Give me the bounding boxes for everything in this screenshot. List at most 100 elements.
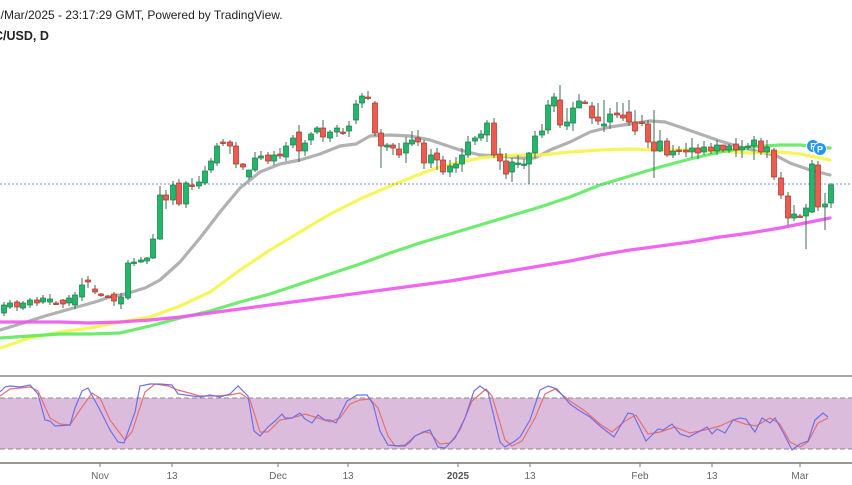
- candle: [564, 108, 570, 130]
- svg-text:P: P: [817, 145, 823, 155]
- ma200-line: [0, 216, 832, 325]
- candle: [415, 130, 421, 146]
- axis-tick-label: 13: [706, 471, 718, 482]
- axis-tick-label: 2025: [447, 471, 470, 482]
- candle: [440, 156, 446, 175]
- candle: [771, 148, 777, 180]
- axis-tick-label: Mar: [791, 471, 809, 482]
- candle: [327, 130, 333, 142]
- candle: [595, 103, 601, 125]
- candle: [40, 295, 46, 304]
- axis-tick-label: 13: [524, 471, 536, 482]
- candle: [314, 126, 320, 134]
- candle: [639, 115, 645, 126]
- candle: [670, 145, 676, 158]
- candle: [695, 144, 701, 159]
- candle: [491, 118, 497, 158]
- candle: [545, 100, 551, 134]
- candle: [7, 300, 13, 309]
- candle: [551, 93, 557, 112]
- candle: [607, 108, 613, 129]
- candle: [434, 148, 440, 170]
- candle: [689, 138, 695, 158]
- candle: [277, 148, 283, 159]
- stochastic-k-line: [0, 383, 829, 451]
- candle: [138, 257, 144, 263]
- candle: [92, 285, 98, 294]
- candle: [98, 293, 104, 297]
- candle: [676, 146, 682, 155]
- candle: [557, 85, 563, 128]
- candle: [353, 100, 359, 124]
- candle: [532, 131, 538, 158]
- candle: [196, 176, 202, 189]
- candle: [720, 144, 726, 152]
- candle: [714, 140, 720, 155]
- ma50-line: [0, 147, 832, 350]
- candle: [651, 110, 657, 178]
- candle: [576, 94, 582, 109]
- candle: [359, 93, 365, 108]
- candle: [47, 294, 53, 305]
- candle: [614, 102, 620, 118]
- axis-tick-label: 13: [166, 471, 178, 482]
- candle: [233, 142, 239, 168]
- candle: [384, 143, 390, 151]
- time-axis[interactable]: Nov 13 Dec 13 2025 13 Feb 13 Mar: [91, 463, 809, 482]
- candle: [53, 301, 59, 305]
- candle: [601, 100, 607, 132]
- candle: [828, 183, 834, 208]
- candle: [739, 140, 745, 158]
- candle: [626, 100, 632, 126]
- candle: [372, 101, 378, 136]
- candle: [478, 130, 484, 141]
- stochastic-band: [0, 398, 852, 449]
- event-badge-p[interactable]: P: [813, 142, 827, 156]
- candle: [1, 302, 7, 316]
- candle: [758, 138, 764, 155]
- candle: [79, 278, 85, 301]
- candle: [290, 135, 296, 148]
- candle: [791, 205, 797, 221]
- candle: [809, 160, 815, 213]
- candle: [459, 148, 465, 172]
- candle: [582, 100, 588, 104]
- axis-tick-label: Feb: [631, 471, 649, 482]
- candle: [302, 140, 308, 156]
- candle: [657, 130, 663, 152]
- candle: [283, 142, 289, 161]
- candle: [421, 140, 427, 169]
- candle: [708, 143, 714, 154]
- candle: [340, 128, 346, 135]
- candle: [150, 234, 156, 259]
- candle: [664, 138, 670, 157]
- candle: [131, 258, 137, 266]
- candle: [797, 214, 803, 218]
- candle: [497, 148, 503, 170]
- candle: [785, 192, 791, 225]
- candle: [296, 125, 302, 162]
- candle: [202, 166, 208, 185]
- candle: [227, 140, 233, 154]
- candle: [176, 179, 182, 206]
- candle: [778, 172, 784, 199]
- candle: [822, 193, 828, 230]
- candle: [34, 297, 40, 306]
- candle: [396, 143, 402, 158]
- candle: [72, 292, 78, 309]
- candle: [365, 91, 371, 100]
- candle: [105, 295, 111, 298]
- candle: [632, 110, 638, 135]
- candle: [60, 299, 66, 308]
- candle: [271, 151, 277, 165]
- stochastic-d-line: [0, 383, 829, 448]
- candle: [170, 181, 176, 205]
- candle: [645, 120, 651, 148]
- candle: [745, 143, 751, 150]
- candle: [503, 153, 509, 179]
- axis-tick-label: Nov: [91, 471, 109, 482]
- candle: [20, 301, 26, 310]
- svg-text:F: F: [810, 142, 816, 152]
